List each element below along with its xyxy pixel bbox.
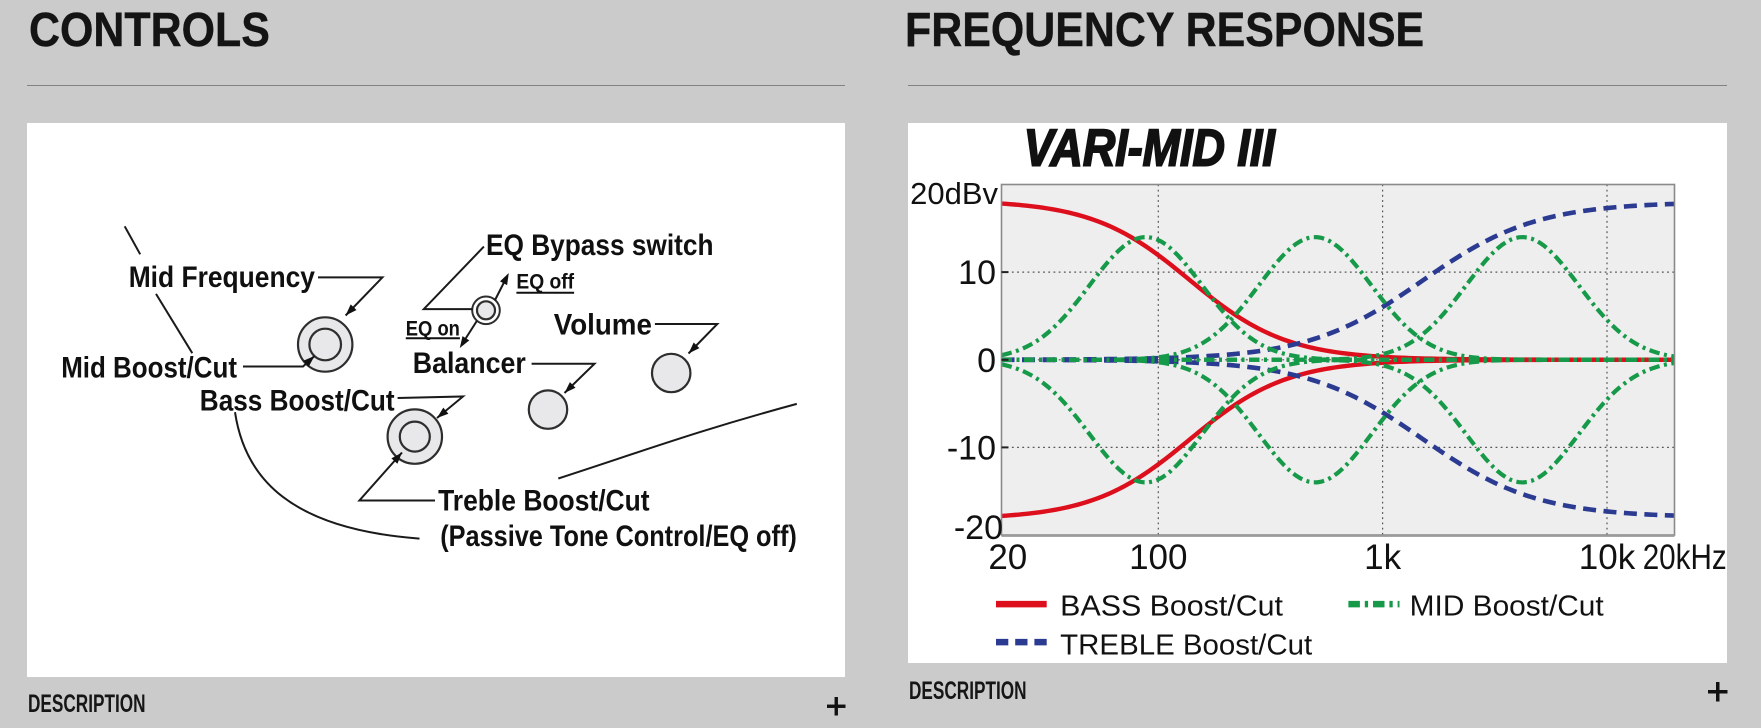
svg-text:EQ Bypass switch: EQ Bypass switch xyxy=(486,229,714,262)
svg-text:Balancer: Balancer xyxy=(413,347,526,380)
svg-text:-10: -10 xyxy=(947,429,996,467)
svg-text:1k: 1k xyxy=(1364,538,1401,577)
svg-text:20: 20 xyxy=(988,538,1027,577)
svg-text:10: 10 xyxy=(958,254,996,292)
svg-text:10k: 10k xyxy=(1579,538,1636,577)
svg-text:Treble Boost/Cut: Treble Boost/Cut xyxy=(438,485,650,518)
svg-text:Mid Boost/Cut: Mid Boost/Cut xyxy=(61,352,237,385)
svg-text:BASS Boost/Cut: BASS Boost/Cut xyxy=(1060,591,1283,623)
svg-text:-20: -20 xyxy=(954,509,1003,547)
svg-text:(Passive Tone Control/EQ off): (Passive Tone Control/EQ off) xyxy=(440,520,797,553)
svg-text:0: 0 xyxy=(977,342,996,380)
svg-text:VARI-MID III: VARI-MID III xyxy=(1024,123,1276,177)
svg-text:20dBv: 20dBv xyxy=(910,176,998,211)
svg-text:100: 100 xyxy=(1129,538,1187,577)
svg-text:Bass Boost/Cut: Bass Boost/Cut xyxy=(200,385,395,418)
svg-text:20kHz: 20kHz xyxy=(1643,538,1727,577)
svg-text:Volume: Volume xyxy=(554,309,652,342)
svg-text:TREBLE Boost/Cut: TREBLE Boost/Cut xyxy=(1060,630,1312,662)
svg-text:MID Boost/Cut: MID Boost/Cut xyxy=(1410,591,1604,623)
svg-text:EQ off: EQ off xyxy=(516,270,574,294)
svg-text:Mid Frequency: Mid Frequency xyxy=(129,261,316,294)
svg-text:EQ on: EQ on xyxy=(406,317,460,341)
